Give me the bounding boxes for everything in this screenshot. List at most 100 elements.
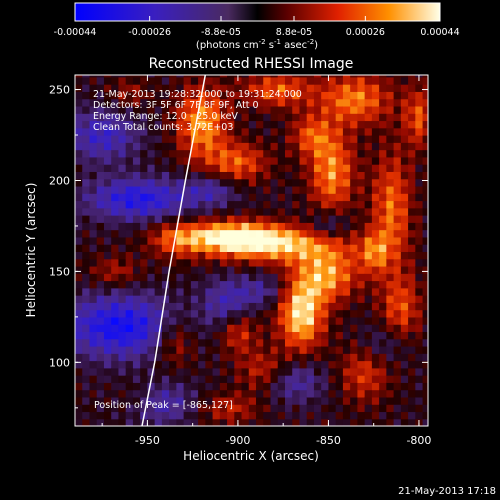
heatmap-cell xyxy=(263,127,272,136)
heatmap-cell xyxy=(161,404,170,413)
heatmap-cell xyxy=(132,105,141,114)
heatmap-cell xyxy=(371,396,380,405)
heatmap-cell xyxy=(292,302,301,311)
heatmap-cell xyxy=(393,331,402,340)
heatmap-cell xyxy=(111,244,120,252)
heatmap-cell xyxy=(357,375,366,383)
heatmap-cell xyxy=(111,295,120,303)
heatmap-cell xyxy=(147,76,156,85)
heatmap-cell xyxy=(154,411,163,420)
heatmap-cell xyxy=(111,149,120,158)
heatmap-cell xyxy=(183,142,192,151)
heatmap-cell xyxy=(147,287,156,296)
colorbar-tick-label: -0.00044 xyxy=(54,27,97,38)
heatmap-cell xyxy=(111,324,120,333)
heatmap-cell xyxy=(415,105,424,114)
heatmap-cell xyxy=(75,135,83,143)
heatmap-cell xyxy=(234,265,243,274)
heatmap-cell xyxy=(306,135,315,143)
heatmap-cell xyxy=(154,178,163,187)
heatmap-cell xyxy=(140,98,149,107)
heatmap-cell xyxy=(241,200,250,209)
heatmap-cell xyxy=(328,200,337,209)
heatmap-cell xyxy=(82,273,91,282)
heatmap-cell xyxy=(400,244,409,252)
heatmap-cell xyxy=(364,353,373,362)
heatmap-cell xyxy=(89,236,98,245)
heatmap-cell xyxy=(89,411,98,420)
heatmap-cell xyxy=(371,215,380,223)
heatmap-cell xyxy=(147,251,156,260)
heatmap-cell xyxy=(241,193,250,202)
heatmap-cell xyxy=(96,418,105,426)
heatmap-cell xyxy=(371,324,380,333)
heatmap-cell xyxy=(277,244,286,252)
heatmap-cell xyxy=(350,120,358,129)
heatmap-cell xyxy=(190,105,199,114)
heatmap-cell xyxy=(393,338,402,347)
heatmap-cell xyxy=(393,84,402,92)
heatmap-cell xyxy=(183,396,192,405)
heatmap-cell xyxy=(219,345,228,354)
heatmap-cell xyxy=(96,236,105,245)
heatmap-cell xyxy=(75,178,83,187)
heatmap-cell xyxy=(299,193,308,202)
heatmap-cell xyxy=(328,105,337,114)
heatmap-cell xyxy=(408,135,416,143)
heatmap-cell xyxy=(198,302,206,311)
heatmap-cell xyxy=(408,229,416,238)
heatmap-cell xyxy=(161,258,170,267)
heatmap-cell xyxy=(422,127,428,136)
heatmap-cell xyxy=(161,127,170,136)
heatmap-cell xyxy=(386,156,395,165)
heatmap-cell xyxy=(82,353,91,362)
heatmap-cell xyxy=(335,396,344,405)
heatmap-cell xyxy=(176,164,185,172)
heatmap-cell xyxy=(96,91,105,100)
heatmap-cell xyxy=(328,91,337,100)
heatmap-cell xyxy=(342,236,351,245)
heatmap-cell xyxy=(205,265,214,274)
heatmap-cell xyxy=(140,273,149,282)
heatmap-cell xyxy=(371,404,380,413)
heatmap-cell xyxy=(241,418,250,426)
heatmap-cell xyxy=(154,185,163,194)
heatmap-cell xyxy=(82,382,91,391)
heatmap-cell xyxy=(176,345,185,354)
heatmap-cell xyxy=(111,287,120,296)
heatmap-cell xyxy=(161,98,170,107)
heatmap-cell xyxy=(415,324,424,333)
heatmap-cell xyxy=(284,265,293,274)
heatmap-cell xyxy=(89,135,98,143)
heatmap-cell xyxy=(161,185,170,194)
heatmap-cell xyxy=(118,222,127,231)
heatmap-cell xyxy=(357,215,366,223)
heatmap-cell xyxy=(415,396,424,405)
heatmap-cell xyxy=(103,316,112,325)
heatmap-cell xyxy=(270,75,279,78)
heatmap-cell xyxy=(75,75,83,78)
heatmap-cell xyxy=(364,295,373,303)
heatmap-cell xyxy=(96,207,105,216)
heatmap-cell xyxy=(190,120,199,129)
heatmap-cell xyxy=(190,75,199,78)
heatmap-cell xyxy=(219,316,228,325)
heatmap-cell xyxy=(118,135,127,143)
heatmap-cell xyxy=(335,135,344,143)
heatmap-cell xyxy=(393,280,402,289)
heatmap-cell xyxy=(328,396,337,405)
heatmap-cell xyxy=(408,302,416,311)
heatmap-cell xyxy=(342,367,351,376)
heatmap-cell xyxy=(103,287,112,296)
heatmap-cell xyxy=(292,404,301,413)
heatmap-cell xyxy=(190,331,199,340)
heatmap-cell xyxy=(96,389,105,398)
heatmap-cell xyxy=(75,222,83,231)
heatmap-cell xyxy=(212,164,221,172)
heatmap-cell xyxy=(299,316,308,325)
heatmap-cell xyxy=(227,149,235,158)
heatmap-cell xyxy=(205,75,214,78)
heatmap-cell xyxy=(400,382,409,391)
heatmap-cell xyxy=(111,171,120,180)
heatmap-cell xyxy=(212,120,221,129)
